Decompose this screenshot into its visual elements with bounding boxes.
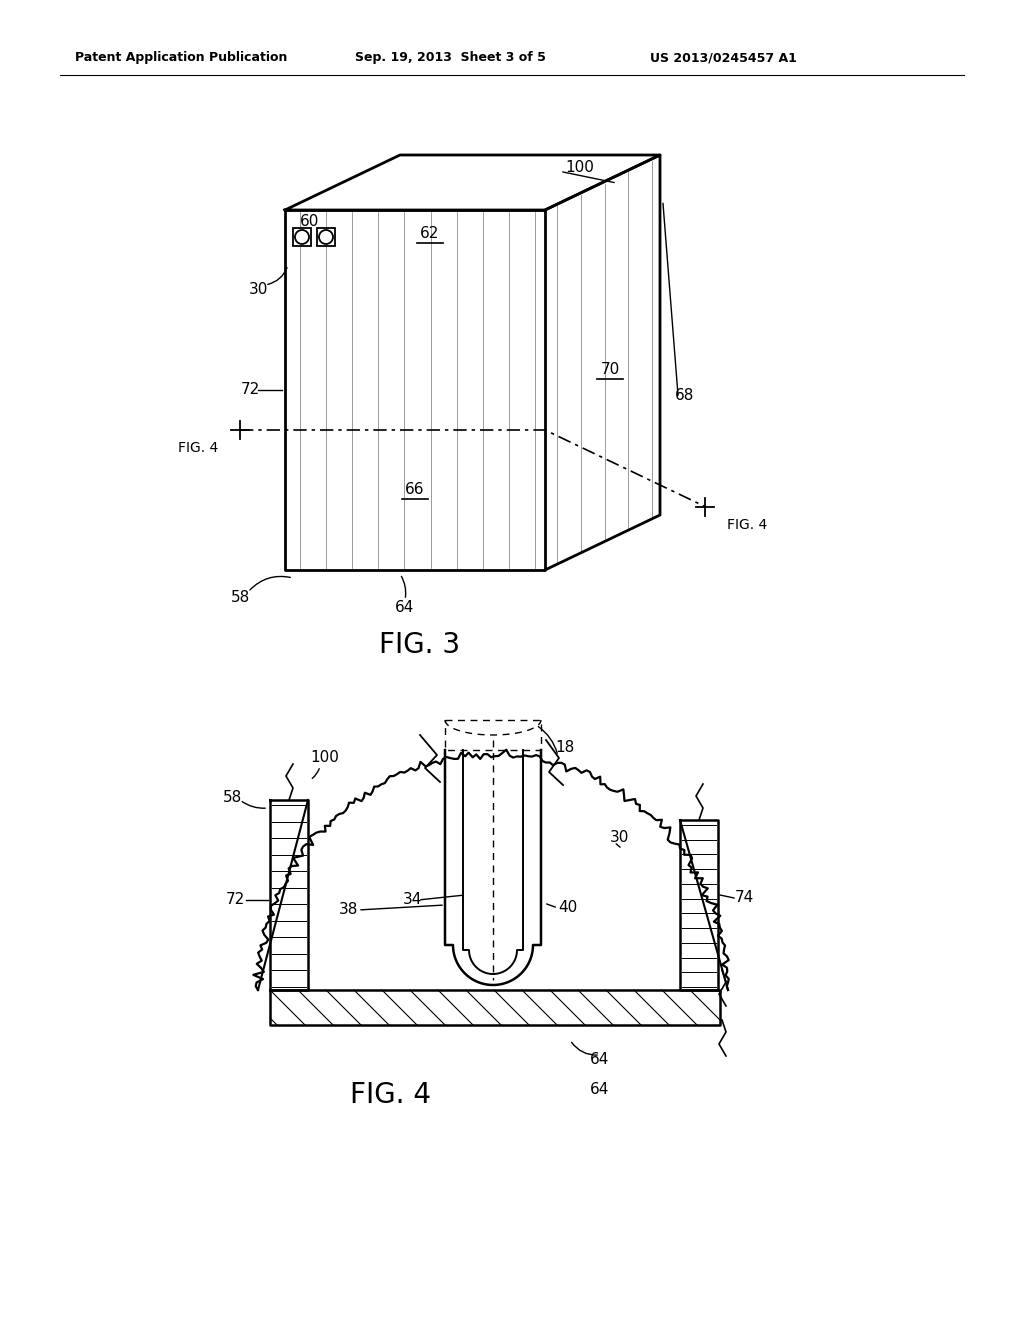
Text: 70: 70 xyxy=(600,363,620,378)
Text: 40: 40 xyxy=(558,900,578,916)
Text: 74: 74 xyxy=(735,891,755,906)
Text: 18: 18 xyxy=(555,741,574,755)
Text: FIG. 4: FIG. 4 xyxy=(349,1081,430,1109)
Text: 64: 64 xyxy=(590,1052,609,1068)
Text: 72: 72 xyxy=(241,383,260,397)
Text: FIG. 3: FIG. 3 xyxy=(380,631,461,659)
Text: 34: 34 xyxy=(402,892,422,908)
Bar xyxy=(317,228,335,246)
Text: Sep. 19, 2013  Sheet 3 of 5: Sep. 19, 2013 Sheet 3 of 5 xyxy=(355,51,546,65)
Text: 100: 100 xyxy=(565,161,594,176)
Circle shape xyxy=(319,230,333,244)
Text: 66: 66 xyxy=(406,483,425,498)
Text: 30: 30 xyxy=(610,830,630,846)
Text: 62: 62 xyxy=(420,227,439,242)
Text: 64: 64 xyxy=(395,601,415,615)
Text: FIG. 4: FIG. 4 xyxy=(727,517,767,532)
Text: 38: 38 xyxy=(338,903,357,917)
Text: 64: 64 xyxy=(590,1082,609,1097)
Text: FIG. 4: FIG. 4 xyxy=(178,441,218,455)
Circle shape xyxy=(295,230,309,244)
Bar xyxy=(293,228,311,246)
Text: 72: 72 xyxy=(225,892,245,908)
Text: Patent Application Publication: Patent Application Publication xyxy=(75,51,288,65)
Text: 58: 58 xyxy=(223,791,243,805)
Text: 60: 60 xyxy=(300,214,319,230)
Text: 30: 30 xyxy=(248,282,267,297)
Text: US 2013/0245457 A1: US 2013/0245457 A1 xyxy=(650,51,797,65)
Text: 68: 68 xyxy=(675,388,694,403)
Text: 100: 100 xyxy=(310,751,339,766)
Text: 58: 58 xyxy=(230,590,250,606)
